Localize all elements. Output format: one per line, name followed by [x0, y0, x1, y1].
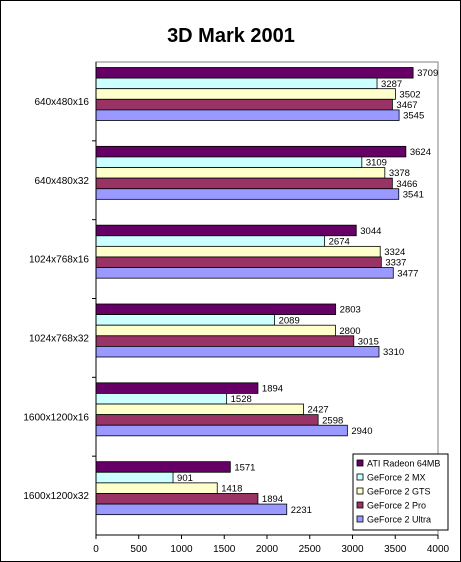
- data-label: 2089: [279, 315, 300, 326]
- bar: [95, 267, 394, 279]
- bar: [95, 67, 414, 79]
- data-label: 3044: [360, 226, 381, 237]
- bar: [95, 245, 381, 258]
- bar: [95, 109, 400, 121]
- bar: [95, 235, 326, 247]
- data-label: 3477: [397, 268, 418, 279]
- x-tick-label: 3000: [341, 544, 364, 555]
- data-label: 3310: [383, 347, 404, 358]
- bar: [95, 224, 357, 237]
- data-label: 2427: [308, 405, 329, 416]
- legend-swatch: [356, 501, 364, 509]
- data-label: 1894: [262, 494, 283, 505]
- x-tick-label: 0: [93, 544, 99, 555]
- data-label: 2800: [339, 326, 360, 337]
- bar: [95, 482, 218, 494]
- bars: [95, 67, 414, 516]
- bar: [95, 324, 336, 337]
- bar: [95, 145, 407, 158]
- data-label: 2231: [291, 505, 312, 516]
- data-label: 3541: [403, 189, 424, 200]
- bar: [95, 461, 231, 473]
- category-label: 1024x768x32: [29, 333, 89, 344]
- bar: [95, 188, 400, 200]
- legend-swatch: [356, 459, 364, 467]
- bar: [95, 156, 363, 168]
- x-tick-label: 1000: [170, 544, 193, 555]
- x-tick-label: 500: [130, 544, 147, 555]
- legend-swatch: [356, 487, 364, 495]
- data-label: 3287: [381, 79, 402, 90]
- legend-swatch: [356, 473, 364, 481]
- bar: [95, 414, 319, 426]
- data-label: 3502: [399, 89, 420, 100]
- bar: [95, 382, 259, 394]
- data-label: 2674: [329, 236, 350, 247]
- legend-label: GeForce 2 Ultra: [367, 515, 431, 525]
- legend-swatch: [356, 515, 364, 523]
- data-label: 3324: [384, 247, 405, 258]
- bar: [95, 303, 337, 316]
- legend-label: ATI Radeon 64MB: [367, 459, 440, 469]
- bar: [95, 88, 396, 100]
- data-label: 3337: [385, 258, 406, 269]
- data-label: 3109: [366, 158, 387, 169]
- data-label: 3467: [396, 100, 417, 111]
- bar: [95, 403, 304, 416]
- x-tick-label: 4000: [427, 544, 450, 555]
- chart-title: 3D Mark 2001: [167, 25, 295, 47]
- category-label: 640x480x32: [35, 176, 90, 187]
- data-label: 3624: [410, 147, 431, 158]
- legend-label: GeForce 2 GTS: [367, 487, 431, 497]
- category-label: 640x480x16: [35, 97, 90, 108]
- data-label: 1571: [234, 462, 255, 473]
- data-label: 3378: [389, 168, 410, 179]
- bar: [95, 493, 259, 505]
- legend-label: GeForce 2 Pro: [367, 501, 426, 511]
- category-label: 1024x768x16: [29, 255, 89, 266]
- category-labels: 640x480x16 640x480x32 1024x768x16 1024x768x…: [23, 97, 89, 502]
- data-label: 3709: [417, 68, 438, 79]
- data-label: 3015: [358, 337, 379, 348]
- data-label: 901: [177, 473, 193, 484]
- legend: ATI Radeon 64MB GeForce 2 MX GeForce 2 GTS…: [352, 453, 449, 531]
- legend-box: [352, 453, 449, 531]
- legend-label: GeForce 2 MX: [367, 473, 426, 483]
- x-tick-label: 2000: [256, 544, 279, 555]
- data-label: 2803: [340, 305, 361, 316]
- x-tick-label: 3500: [384, 544, 407, 555]
- x-tick-label: 1500: [213, 544, 236, 555]
- bar: [95, 471, 174, 484]
- x-tick-label: 2500: [299, 544, 322, 555]
- category-label: 1600x1200x16: [23, 412, 89, 423]
- data-label: 1418: [221, 484, 242, 495]
- bar: [95, 335, 355, 347]
- data-label: 3466: [396, 179, 417, 190]
- data-label: 1528: [231, 394, 252, 405]
- bar: [95, 77, 378, 90]
- bar: [95, 393, 228, 405]
- data-label: 3545: [403, 111, 424, 122]
- bar: [95, 424, 348, 437]
- bar: [95, 167, 386, 179]
- category-label: 1600x1200x32: [23, 491, 89, 502]
- bar: [95, 314, 276, 326]
- bar: [95, 256, 382, 268]
- bar: [95, 345, 380, 358]
- bar: [95, 98, 393, 111]
- bar: [95, 503, 288, 516]
- data-label: 1894: [262, 384, 283, 395]
- x-axis: 0 500 1000 1500 2000 2500 3000 3500 4000: [92, 62, 450, 555]
- bar: [95, 177, 393, 190]
- data-label: 2598: [322, 415, 343, 426]
- data-label: 2940: [351, 426, 372, 437]
